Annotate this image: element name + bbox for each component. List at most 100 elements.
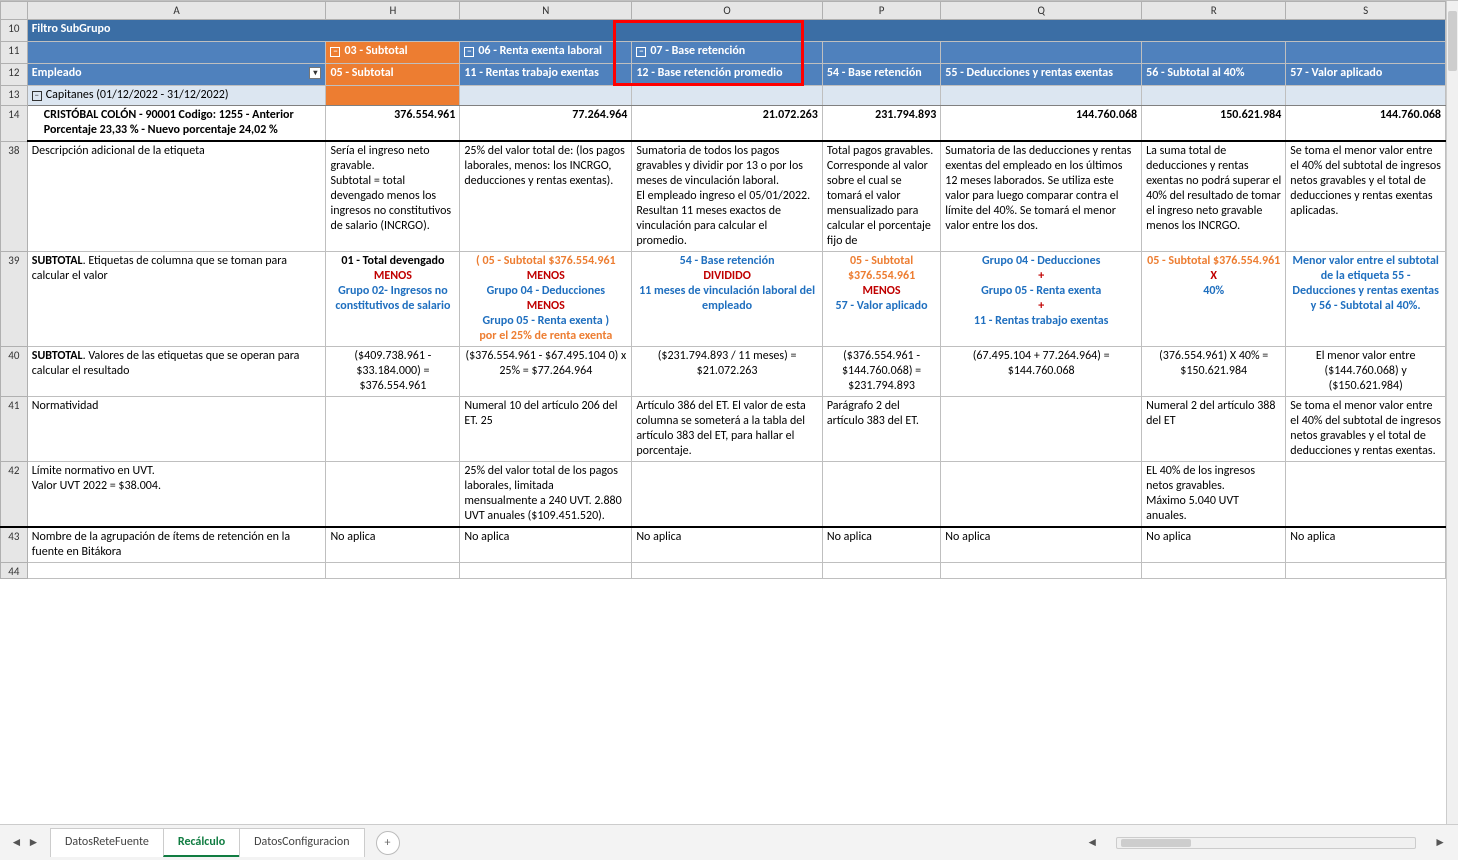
- cell-N44[interactable]: [460, 563, 632, 579]
- cell-P13[interactable]: [822, 86, 940, 106]
- cell-P38[interactable]: Total pagos gravables. Corresponde al va…: [822, 141, 940, 252]
- cell-A38[interactable]: Descripción adicional de la etiqueta: [27, 141, 326, 252]
- cell-O13[interactable]: [632, 86, 823, 106]
- cell-Q13[interactable]: [941, 86, 1142, 106]
- row-head-14[interactable]: 14: [1, 106, 28, 142]
- cell-N39[interactable]: ( 05 - Subtotal $376.554.961MENOSGrupo 0…: [460, 252, 632, 347]
- cell-O38[interactable]: Sumatoria de todos los pagos gravables y…: [632, 141, 823, 252]
- col-head-R[interactable]: R: [1142, 2, 1286, 20]
- vertical-scrollbar[interactable]: [1446, 1, 1458, 824]
- collapse-icon[interactable]: −: [464, 47, 474, 57]
- row-head-38[interactable]: 38: [1, 141, 28, 252]
- cell-O40[interactable]: ($231.794.893 / 11 meses) = $21.072.263: [632, 347, 823, 397]
- cell-P42[interactable]: [822, 462, 940, 528]
- cell-N43[interactable]: No aplica: [460, 527, 632, 563]
- cell-H43[interactable]: No aplica: [326, 527, 460, 563]
- cell-S44[interactable]: [1286, 563, 1446, 579]
- cell-A44[interactable]: [27, 563, 326, 579]
- cell-S14[interactable]: 144.760.068: [1286, 106, 1446, 142]
- sheet-tab-datosretefuente[interactable]: DatosReteFuente: [50, 828, 164, 857]
- cell-Q39[interactable]: Grupo 04 - Deducciones+Grupo 05 - Renta …: [941, 252, 1142, 347]
- col-head-P[interactable]: P: [822, 2, 940, 20]
- add-sheet-button[interactable]: +: [376, 831, 400, 855]
- cell-A13[interactable]: −Capitanes (01/12/2022 - 31/12/2022): [27, 86, 326, 106]
- cell-O14[interactable]: 21.072.263: [632, 106, 823, 142]
- row-head-11[interactable]: 11: [1, 42, 28, 64]
- sheet-nav-prev-icon[interactable]: ◄: [11, 835, 23, 850]
- cell-R43[interactable]: No aplica: [1142, 527, 1286, 563]
- vertical-scroll-thumb[interactable]: [1448, 11, 1457, 71]
- cell-R40[interactable]: (376.554.961) X 40% = $150.621.984: [1142, 347, 1286, 397]
- cell-A11[interactable]: [27, 42, 326, 64]
- col-head-Q[interactable]: Q: [941, 2, 1142, 20]
- cell-H13[interactable]: [326, 86, 460, 106]
- cell-H11[interactable]: −03 - Subtotal: [326, 42, 460, 64]
- cell-P40[interactable]: ($376.554.961 - $144.760.068) = $231.794…: [822, 347, 940, 397]
- cell-R42[interactable]: EL 40% de los ingresos netos gravables.M…: [1142, 462, 1286, 528]
- row-head-10[interactable]: 10: [1, 20, 28, 42]
- cell-H41[interactable]: [326, 397, 460, 462]
- row-head-43[interactable]: 43: [1, 527, 28, 563]
- row-head-13[interactable]: 13: [1, 86, 28, 106]
- col-head-A[interactable]: A: [27, 2, 326, 20]
- cell-O43[interactable]: No aplica: [632, 527, 823, 563]
- cell-A39[interactable]: SUBTOTAL. Etiquetas de columna que se to…: [27, 252, 326, 347]
- col-head-S[interactable]: S: [1286, 2, 1446, 20]
- cell-S12[interactable]: 57 - Valor aplicado: [1286, 64, 1446, 86]
- row-head-39[interactable]: 39: [1, 252, 28, 347]
- cell-H14[interactable]: 376.554.961: [326, 106, 460, 142]
- cell-A14[interactable]: CRISTÓBAL COLÓN - 90001 Codigo: 1255 - A…: [27, 106, 326, 142]
- cell-O12[interactable]: 12 - Base retención promedio: [632, 64, 823, 86]
- cell-N41[interactable]: Numeral 10 del artículo 206 del ET. 25: [460, 397, 632, 462]
- cell-A10[interactable]: Filtro SubGrupo: [27, 20, 1445, 42]
- cell-Q38[interactable]: Sumatoria de las deducciones y rentas ex…: [941, 141, 1142, 252]
- cell-Q11[interactable]: [941, 42, 1142, 64]
- cell-P43[interactable]: No aplica: [822, 527, 940, 563]
- cell-R38[interactable]: La suma total de deducciones y rentas ex…: [1142, 141, 1286, 252]
- cell-H38[interactable]: Sería el ingreso neto gravable.Subtotal …: [326, 141, 460, 252]
- cell-Q43[interactable]: No aplica: [941, 527, 1142, 563]
- row-head-44[interactable]: 44: [1, 563, 28, 579]
- cell-H40[interactable]: ($409.738.961 - $33.184.000) = $376.554.…: [326, 347, 460, 397]
- cell-Q44[interactable]: [941, 563, 1142, 579]
- cell-Q41[interactable]: [941, 397, 1142, 462]
- sheet-nav-next-icon[interactable]: ►: [28, 835, 40, 850]
- cell-P14[interactable]: 231.794.893: [822, 106, 940, 142]
- cell-S39[interactable]: Menor valor entre el subtotal de la etiq…: [1286, 252, 1446, 347]
- cell-S41[interactable]: Se toma el menor valor entre el 40% del …: [1286, 397, 1446, 462]
- sheet-tab-datosconfiguracion[interactable]: DatosConfiguracion: [239, 828, 364, 857]
- cell-A43[interactable]: Nombre de la agrupación de ítems de rete…: [27, 527, 326, 563]
- cell-N13[interactable]: [460, 86, 632, 106]
- row-head-40[interactable]: 40: [1, 347, 28, 397]
- cell-N42[interactable]: 25% del valor total de los pagos laboral…: [460, 462, 632, 528]
- cell-R39[interactable]: 05 - Subtotal $376.554.961X40%: [1142, 252, 1286, 347]
- cell-A12[interactable]: Empleado▾: [27, 64, 326, 86]
- sheet-tab-recálculo[interactable]: Recálculo: [163, 828, 240, 857]
- collapse-icon[interactable]: −: [32, 91, 42, 101]
- cell-P11[interactable]: [822, 42, 940, 64]
- cell-R41[interactable]: Numeral 2 del artículo 388 del ET: [1142, 397, 1286, 462]
- col-head-O[interactable]: O: [632, 2, 823, 20]
- cell-N11[interactable]: −06 - Renta exenta laboral: [460, 42, 632, 64]
- hscroll-left-icon[interactable]: ◄: [1082, 835, 1102, 850]
- cell-O11[interactable]: −07 - Base retención: [632, 42, 823, 64]
- cell-A41[interactable]: Normatividad: [27, 397, 326, 462]
- cell-A42[interactable]: Límite normativo en UVT.Valor UVT 2022 =…: [27, 462, 326, 528]
- cell-O39[interactable]: 54 - Base retenciónDIVIDIDO11 meses de v…: [632, 252, 823, 347]
- filter-dropdown-icon[interactable]: ▾: [309, 67, 321, 79]
- cell-N14[interactable]: 77.264.964: [460, 106, 632, 142]
- col-head-H[interactable]: H: [326, 2, 460, 20]
- cell-Q40[interactable]: (67.495.104 + 77.264.964) = $144.760.068: [941, 347, 1142, 397]
- cell-S11[interactable]: [1286, 42, 1446, 64]
- collapse-icon[interactable]: −: [330, 47, 340, 57]
- cell-Q14[interactable]: 144.760.068: [941, 106, 1142, 142]
- cell-R11[interactable]: [1142, 42, 1286, 64]
- cell-N38[interactable]: 25% del valor total de: (los pagos labor…: [460, 141, 632, 252]
- col-head-N[interactable]: N: [460, 2, 632, 20]
- cell-O41[interactable]: Artículo 386 del ET. El valor de esta co…: [632, 397, 823, 462]
- cell-S40[interactable]: El menor valor entre ($144.760.068) y ($…: [1286, 347, 1446, 397]
- cell-P39[interactable]: 05 - Subtotal $376.554.961MENOS57 - Valo…: [822, 252, 940, 347]
- corner-cell[interactable]: [1, 2, 28, 20]
- cell-H44[interactable]: [326, 563, 460, 579]
- row-head-41[interactable]: 41: [1, 397, 28, 462]
